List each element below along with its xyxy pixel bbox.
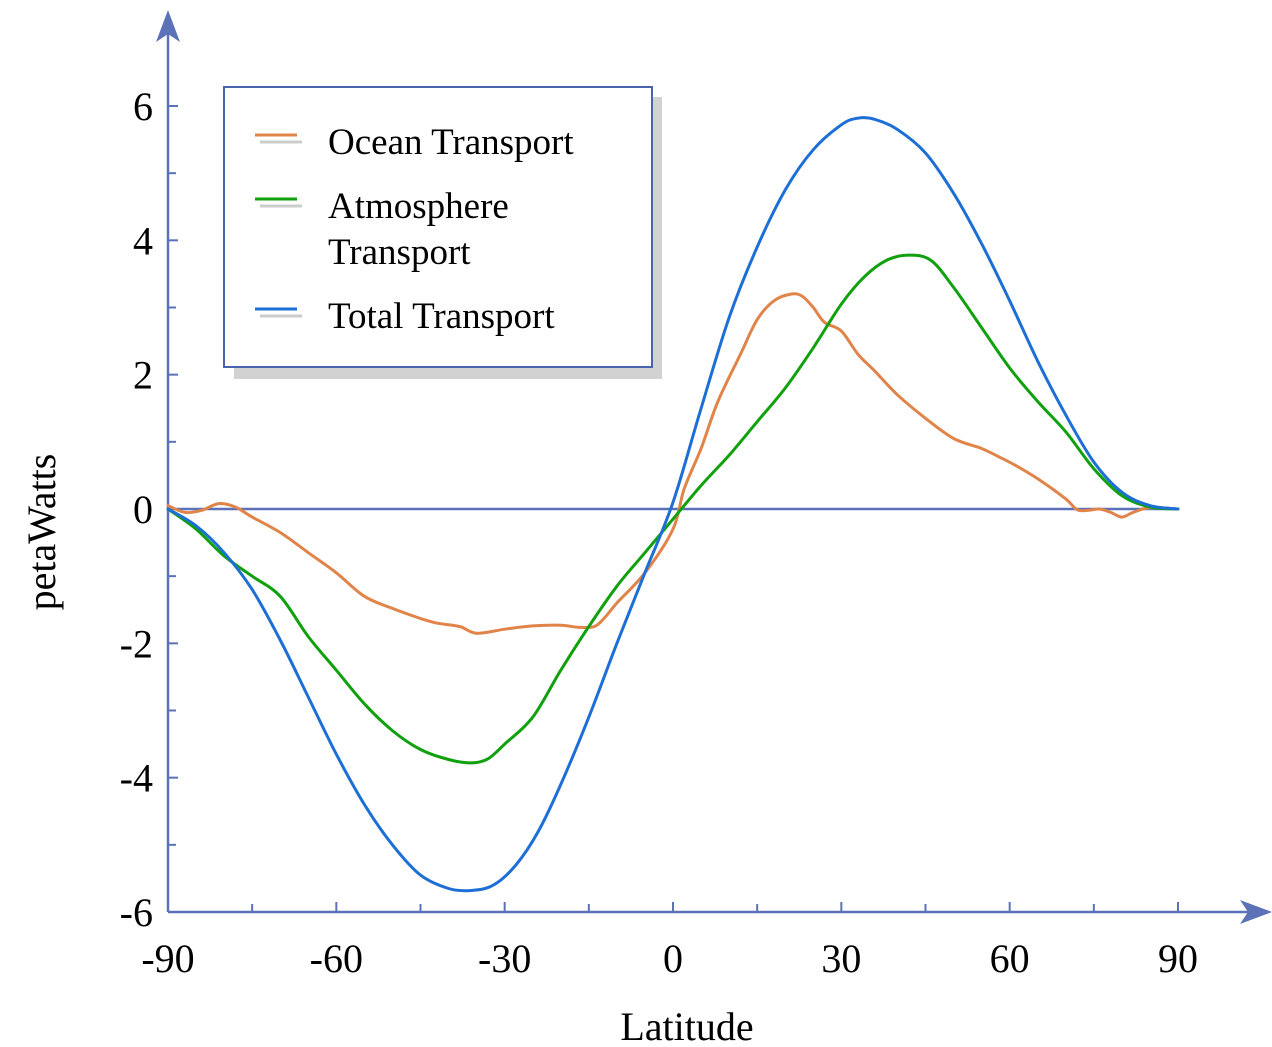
y-tick-label: 2 — [133, 353, 153, 398]
legend-item-total-transport: Total Transport — [255, 296, 555, 337]
x-tick-label: -90 — [141, 936, 194, 981]
legend-label: Ocean Transport — [328, 122, 574, 163]
x-axis-arrow-icon — [1240, 900, 1272, 924]
series-line-ocean-transport — [166, 292, 1180, 635]
x-tick-label: 60 — [990, 936, 1030, 981]
x-tick-label: 0 — [663, 936, 683, 981]
y-tick-label: -2 — [120, 621, 153, 666]
y-tick-label: 6 — [133, 84, 153, 129]
legend: Ocean Transport Atmosphere Transport Total … — [255, 122, 574, 337]
legend-item-atmosphere-transport: Atmosphere Transport — [255, 186, 509, 273]
series-group — [166, 116, 1180, 893]
x-tick-label: -60 — [310, 936, 363, 981]
y-tick-label: 4 — [133, 218, 153, 263]
axes — [156, 10, 1272, 924]
y-tick-label: -4 — [120, 756, 153, 801]
ticks — [168, 105, 1179, 912]
y-axis-title: petaWatts — [19, 454, 64, 611]
legend-item-ocean-transport: Ocean Transport — [255, 122, 574, 163]
y-tick-label: 0 — [133, 487, 153, 532]
series-line-atmosphere-transport — [166, 253, 1180, 765]
x-tick-label: 30 — [821, 936, 861, 981]
legend-label: Atmosphere — [328, 186, 509, 227]
x-axis-title: Latitude — [620, 1004, 753, 1047]
x-tick-label: 90 — [1158, 936, 1198, 981]
y-axis-arrow-icon — [156, 10, 180, 42]
legend-label: Transport — [328, 232, 471, 273]
series-line-total-transport — [166, 116, 1180, 893]
x-tick-label: -30 — [478, 936, 531, 981]
tick-labels: -90 -60 -30 0 30 60 90 -6 -4 -2 0 2 4 6 — [120, 84, 1198, 981]
y-tick-label: -6 — [120, 890, 153, 935]
legend-label: Total Transport — [328, 296, 555, 337]
